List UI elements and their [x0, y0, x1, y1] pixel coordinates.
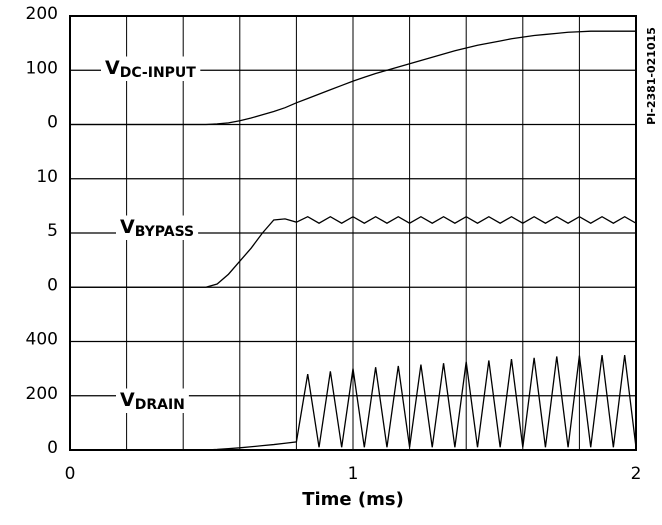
- annotation-bg: [101, 56, 201, 81]
- annotation-main: V: [120, 216, 135, 238]
- y-tick-label: 10: [36, 167, 58, 187]
- annotation-sub: BYPASS: [135, 224, 194, 240]
- y-tick-label: 200: [26, 384, 58, 404]
- annotation-sub: DRAIN: [135, 397, 185, 413]
- annotation-bg: [116, 215, 199, 240]
- annotation-main: V: [105, 57, 120, 79]
- x-tick-label: 1: [348, 464, 359, 484]
- y-tick-label: 400: [26, 330, 58, 350]
- data-line: [70, 215, 637, 288]
- annotation: VDC-INPUT: [105, 57, 196, 82]
- data-line: [70, 30, 636, 126]
- annotation-sub: DC-INPUT: [120, 65, 197, 81]
- x-axis-title: Time (ms): [302, 489, 404, 510]
- y-tick-label: 100: [26, 58, 58, 78]
- x-tick-label: 2: [631, 464, 642, 484]
- y-tick-label: 0: [47, 275, 58, 295]
- x-tick-label: 0: [65, 464, 76, 484]
- figure-code: PI-2381-021015: [645, 27, 658, 125]
- plot-frame: [69, 15, 637, 451]
- annotation: VDRAIN: [120, 389, 185, 414]
- annotation: VBYPASS: [120, 216, 194, 241]
- annotation-main: V: [120, 389, 135, 411]
- y-tick-label: 200: [26, 4, 58, 24]
- y-tick-label: 0: [47, 113, 58, 133]
- y-tick-label: 5: [47, 221, 58, 241]
- annotation-bg: [116, 388, 189, 413]
- y-tick-label: 0: [47, 438, 58, 458]
